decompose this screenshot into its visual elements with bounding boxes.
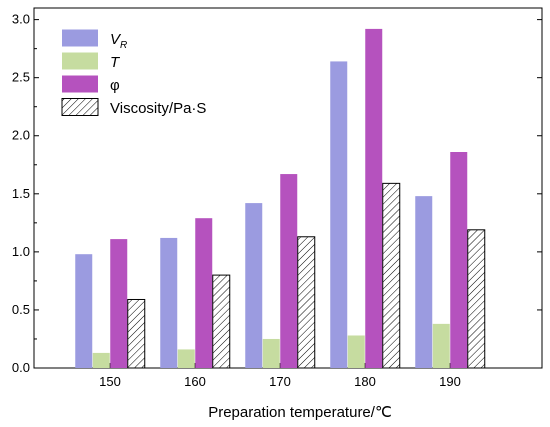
y-tick-label: 1.5	[12, 186, 30, 201]
legend-swatch-2	[62, 52, 98, 70]
y-tick-label: 0.5	[12, 302, 30, 317]
x-tick-label: 150	[99, 374, 121, 389]
bar-4-160	[212, 274, 231, 369]
bar-3-180	[365, 28, 383, 368]
bar-1-160	[160, 237, 178, 368]
y-tick-label: 3.0	[12, 12, 30, 27]
y-tick-label: 0.0	[12, 360, 30, 375]
legend-label-2: T	[110, 54, 121, 71]
bar-1-170	[245, 203, 263, 368]
y-tick-label: 1.0	[12, 244, 30, 259]
bar-2-170	[262, 338, 280, 368]
bar-2-180	[347, 335, 365, 368]
bar-4-190	[467, 229, 486, 369]
bar-2-160	[177, 349, 195, 368]
legend-label-1: VR	[110, 31, 127, 51]
legend-label-3: φ	[110, 77, 120, 94]
x-tick-label: 180	[354, 374, 376, 389]
bar-3-170	[280, 174, 298, 368]
x-axis-title: Preparation temperature/℃	[208, 404, 392, 421]
x-tick-label: 160	[184, 374, 206, 389]
legend-label-4: Viscosity/Pa·S	[110, 100, 206, 117]
y-tick-label: 2.0	[12, 128, 30, 143]
legend-swatch-4	[61, 98, 99, 116]
bar-1-180	[330, 61, 348, 369]
bar-1-150	[75, 254, 93, 368]
bar-3-190	[450, 152, 468, 368]
bar-4-150	[127, 298, 146, 369]
x-tick-label: 190	[439, 374, 461, 389]
bar-4-170	[297, 236, 316, 369]
bar-3-150	[110, 239, 128, 368]
legend-swatch-3	[62, 75, 98, 93]
x-tick-label: 170	[269, 374, 291, 389]
bar-4-180	[382, 182, 401, 369]
bar-3-160	[195, 218, 213, 368]
bar-2-190	[432, 323, 450, 368]
bar-2-150	[92, 352, 110, 368]
legend-swatch-1	[62, 29, 98, 47]
bar-1-190	[415, 196, 433, 368]
y-tick-label: 2.5	[12, 70, 30, 85]
